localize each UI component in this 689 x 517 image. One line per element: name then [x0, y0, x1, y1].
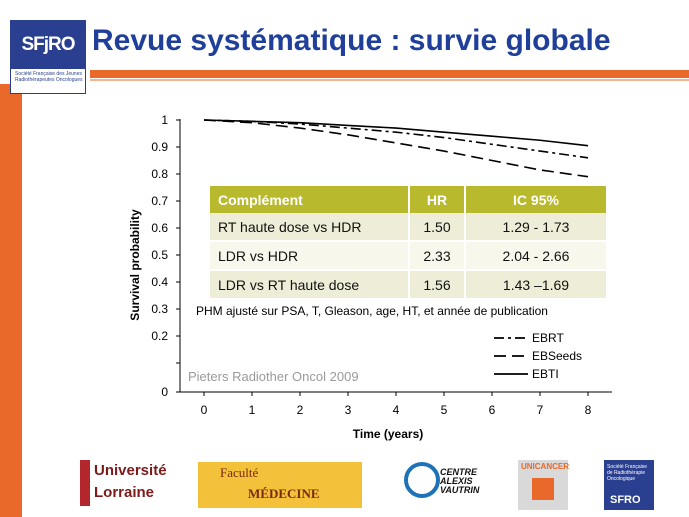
hazard-ratio-table: Complément HR IC 95% RT haute dose vs HD… — [210, 186, 608, 300]
title-rule — [90, 70, 689, 78]
logo-text: Université — [94, 462, 167, 479]
x-tick-label: 2 — [297, 403, 304, 417]
chart-axes: 0 0.2 0.3 0.4 0.5 0.6 0.7 0.8 0.9 1 0 1 2 3 4 5 6 7 8 Time … — [128, 113, 612, 441]
table-cell: 1.29 - 1.73 — [465, 213, 608, 242]
x-tick-label: 1 — [249, 403, 256, 417]
x-axis-label: Time (years) — [353, 427, 423, 441]
logo-square — [532, 478, 554, 500]
sfro-logo: Société Française de Radiothérapie Oncol… — [604, 460, 654, 510]
logo-ring — [404, 462, 440, 498]
footnote: PHM ajusté sur PSA, T, Gleason, age, HT,… — [196, 304, 548, 318]
legend-label-ebrt: EBRT — [532, 331, 564, 345]
legend-label-ebti: EBTI — [532, 367, 559, 381]
footer-logos: Université Lorraine Faculté MÉDECINE CEN… — [0, 452, 689, 517]
sfjro-logo: SFjRO Société Française des Jeunes Radio… — [10, 20, 86, 94]
page-title: Revue systématique : survie globale — [92, 24, 611, 57]
universite-lorraine-logo: Université Lorraine — [80, 460, 168, 506]
chart-series — [203, 119, 589, 178]
faculte-medecine-logo: Faculté MÉDECINE — [198, 462, 362, 508]
y-tick-label: 0.5 — [151, 248, 168, 262]
logo-subtext: Société Française des Jeunes Radiothérap… — [15, 71, 83, 83]
y-tick-label: 0.4 — [151, 275, 168, 289]
table-cell: 1.50 — [409, 213, 466, 242]
unicancer-logo: UNICANCER — [518, 460, 569, 510]
logo-bar — [80, 460, 90, 506]
table-header-cell: HR — [409, 186, 466, 213]
y-tick-label: 0.3 — [151, 302, 168, 316]
table-header-cell: IC 95% — [465, 186, 608, 213]
table-cell: 2.33 — [409, 241, 466, 271]
logo-text: Faculté — [220, 465, 259, 480]
x-tick-label: 7 — [537, 403, 544, 417]
table-row: LDR vs RT haute dose 1.56 1.43 –1.69 — [210, 270, 608, 300]
legend-label-ebseeds: EBSeeds — [532, 349, 582, 363]
chart-legend: EBRT EBSeeds EBTI — [494, 331, 582, 381]
y-axis-label: Survival probability — [128, 209, 142, 321]
table-row: RT haute dose vs HDR 1.50 1.29 - 1.73 — [210, 213, 608, 242]
x-tick-label: 8 — [585, 403, 592, 417]
table-cell: RT haute dose vs HDR — [210, 213, 410, 242]
logo-text: UNICANCER — [521, 462, 569, 471]
series-line-ebseeds — [203, 119, 589, 178]
logo-text: Société Française de Radiothérapie Oncol… — [607, 464, 648, 482]
y-tick-label: 0.2 — [151, 329, 168, 343]
x-tick-label: 0 — [201, 403, 208, 417]
x-tick-label: 6 — [489, 403, 496, 417]
x-tick-label: 4 — [393, 403, 400, 417]
table-cell: LDR vs RT haute dose — [210, 270, 410, 300]
series-line-ebti — [203, 119, 589, 147]
table-cell: LDR vs HDR — [210, 241, 410, 271]
table-cell: 1.43 –1.69 — [465, 270, 608, 300]
y-tick-label: 1 — [161, 113, 168, 127]
table-header-row: Complément HR IC 95% — [210, 186, 608, 213]
y-tick-label: 0.6 — [151, 221, 168, 235]
centre-alexis-vautrin-logo: CENTRE ALEXIS VAUTRIN — [402, 460, 482, 508]
logo-text: Lorraine — [94, 484, 155, 501]
left-accent-band — [0, 0, 22, 517]
source-citation: Pieters Radiother Oncol 2009 — [188, 369, 359, 384]
y-tick-label: 0.7 — [151, 194, 168, 208]
y-tick-label: 0 — [161, 385, 168, 399]
table-header-cell: Complément — [210, 186, 410, 213]
logo-text: CENTRE ALEXIS VAUTRIN — [440, 467, 480, 495]
title-rule-thin — [90, 79, 689, 81]
y-tick-label: 0.9 — [151, 140, 168, 154]
x-tick-label: 5 — [441, 403, 448, 417]
table-cell: 1.56 — [409, 270, 466, 300]
logo-text: SFRO — [610, 494, 641, 506]
y-tick-label: 0.8 — [151, 167, 168, 181]
table-row: LDR vs HDR 2.33 2.04 - 2.66 — [210, 241, 608, 271]
logo-text: SFjRO — [11, 21, 85, 69]
table-cell: 2.04 - 2.66 — [465, 241, 608, 271]
x-tick-label: 3 — [345, 403, 352, 417]
logo-text: MÉDECINE — [248, 486, 320, 501]
